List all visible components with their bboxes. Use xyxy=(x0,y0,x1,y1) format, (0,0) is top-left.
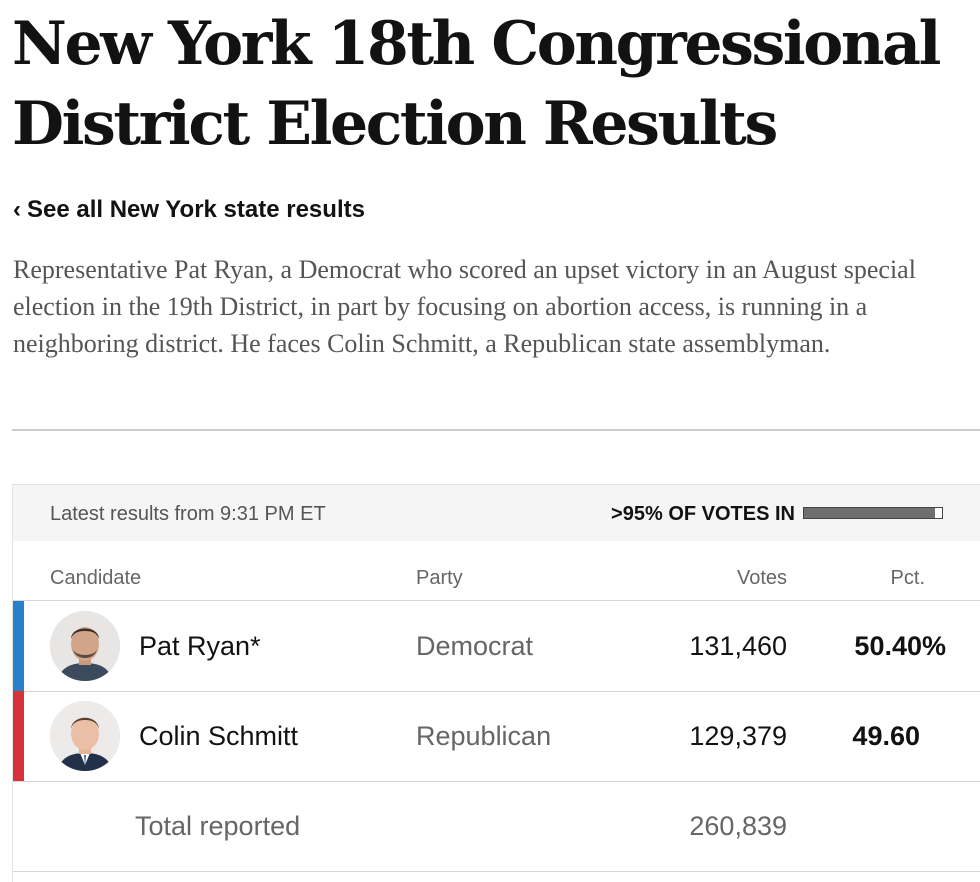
candidate-votes: 131,460 xyxy=(689,631,787,661)
results-header-bar: Latest results from 9:31 PM ET >95% OF V… xyxy=(13,485,980,541)
see-all-new-york-results-link[interactable]: ‹ See all New York state results xyxy=(13,194,365,226)
party-color-bar xyxy=(13,601,24,691)
votes-in-label: >95% OF VOTES IN xyxy=(611,503,795,525)
header-divider xyxy=(13,600,980,601)
candidate-photo-icon xyxy=(50,701,120,771)
total-reported-votes: 260,839 xyxy=(689,811,787,841)
intro-paragraph: Representative Pat Ryan, a Democrat who … xyxy=(13,255,916,358)
page-title: New York 18th Congressional District Ele… xyxy=(12,9,941,159)
candidate-photo-icon xyxy=(50,611,120,681)
candidate-pct: 50.40% xyxy=(854,631,946,661)
candidate-party: Republican xyxy=(416,721,552,751)
latest-results-timestamp: Latest results from 9:31 PM ET xyxy=(50,503,326,525)
column-header-party: Party xyxy=(416,567,463,589)
chevron-left-icon: ‹ xyxy=(13,196,21,223)
back-link-label: See all New York state results xyxy=(27,196,365,223)
party-color-bar xyxy=(13,691,24,781)
table-row: Pat Ryan* Democrat 131,460 50.40% xyxy=(13,601,980,692)
total-reported-label: Total reported xyxy=(135,811,301,841)
column-header-pct: Pct. xyxy=(890,567,925,589)
candidate-pct: 49.60 xyxy=(852,721,920,751)
total-row: Total reported 260,839 xyxy=(13,781,980,872)
results-table: Latest results from 9:31 PM ET >95% OF V… xyxy=(12,484,980,882)
votes-in-progress-fill xyxy=(804,508,936,518)
candidate-name: Pat Ryan* xyxy=(139,631,261,661)
table-row: Colin Schmitt Republican 129,379 49.60 xyxy=(13,691,980,782)
column-header-candidate: Candidate xyxy=(50,567,142,589)
candidate-name: Colin Schmitt xyxy=(139,721,299,751)
column-header-votes: Votes xyxy=(736,567,787,589)
candidate-party: Democrat xyxy=(416,631,534,661)
avatar xyxy=(50,701,120,771)
avatar xyxy=(50,611,120,681)
divider xyxy=(12,429,980,431)
votes-in-progress-bar xyxy=(803,507,943,519)
candidate-votes: 129,379 xyxy=(689,721,787,751)
